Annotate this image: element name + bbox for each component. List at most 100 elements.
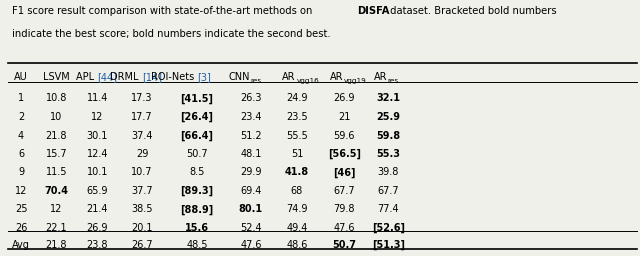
Text: [44]: [44]: [97, 72, 117, 82]
Text: 21.8: 21.8: [45, 240, 67, 250]
Text: 39.8: 39.8: [378, 167, 399, 177]
Text: 37.7: 37.7: [131, 186, 153, 196]
Text: 2: 2: [18, 112, 24, 122]
Text: 26.3: 26.3: [240, 93, 262, 103]
Text: 69.4: 69.4: [240, 186, 262, 196]
Text: 10: 10: [50, 112, 63, 122]
Text: 77.4: 77.4: [378, 204, 399, 214]
Text: 48.1: 48.1: [240, 149, 262, 159]
Text: 29.9: 29.9: [240, 167, 262, 177]
Text: 12: 12: [50, 204, 63, 214]
Text: 24.9: 24.9: [286, 93, 308, 103]
Text: [51.3]: [51.3]: [372, 240, 405, 250]
Text: [66.4]: [66.4]: [180, 131, 214, 141]
Text: 67.7: 67.7: [333, 186, 355, 196]
Text: [88.9]: [88.9]: [180, 204, 214, 215]
Text: 50.7: 50.7: [332, 240, 356, 250]
Text: DRML: DRML: [111, 72, 142, 82]
Text: res: res: [250, 78, 261, 84]
Text: 38.5: 38.5: [131, 204, 153, 214]
Text: 41.8: 41.8: [285, 167, 309, 177]
Text: indicate the best score; bold numbers indicate the second best.: indicate the best score; bold numbers in…: [12, 29, 330, 39]
Text: AU: AU: [14, 72, 28, 82]
Text: 10.7: 10.7: [131, 167, 153, 177]
Text: Avg: Avg: [12, 240, 30, 250]
Text: 55.5: 55.5: [286, 131, 308, 141]
Text: 70.4: 70.4: [44, 186, 68, 196]
Text: 26: 26: [15, 223, 28, 233]
Text: 11.4: 11.4: [86, 93, 108, 103]
Text: 10.8: 10.8: [45, 93, 67, 103]
Text: 59.8: 59.8: [376, 131, 401, 141]
Text: 51: 51: [291, 149, 303, 159]
Text: 15.6: 15.6: [185, 223, 209, 233]
Text: 80.1: 80.1: [239, 204, 263, 214]
Text: 1: 1: [18, 93, 24, 103]
Text: 29: 29: [136, 149, 148, 159]
Text: AR: AR: [374, 72, 387, 82]
Text: 21.8: 21.8: [45, 131, 67, 141]
Text: vgg19: vgg19: [344, 78, 367, 84]
Text: F1 score result comparison with state-of-the-art methods on: F1 score result comparison with state-of…: [12, 6, 315, 16]
Text: 23.5: 23.5: [286, 112, 308, 122]
Text: 12.4: 12.4: [86, 149, 108, 159]
Text: 25.9: 25.9: [376, 112, 401, 122]
Text: 47.6: 47.6: [333, 223, 355, 233]
Text: 15.7: 15.7: [45, 149, 67, 159]
Text: dataset. Bracketed bold numbers: dataset. Bracketed bold numbers: [387, 6, 556, 16]
Text: [14]: [14]: [142, 72, 162, 82]
Text: 17.3: 17.3: [131, 93, 153, 103]
Text: AR: AR: [330, 72, 343, 82]
Text: [56.5]: [56.5]: [328, 149, 361, 159]
Text: ROI-Nets: ROI-Nets: [151, 72, 197, 82]
Text: 9: 9: [18, 167, 24, 177]
Text: 30.1: 30.1: [86, 131, 108, 141]
Text: 37.4: 37.4: [131, 131, 153, 141]
Text: DISFA: DISFA: [357, 6, 390, 16]
Text: 65.9: 65.9: [86, 186, 108, 196]
Text: 55.3: 55.3: [376, 149, 401, 159]
Text: [89.3]: [89.3]: [180, 186, 214, 196]
Text: [52.6]: [52.6]: [372, 223, 405, 233]
Text: 74.9: 74.9: [286, 204, 308, 214]
Text: 12: 12: [15, 186, 28, 196]
Text: LSVM: LSVM: [43, 72, 70, 82]
Text: 59.6: 59.6: [333, 131, 355, 141]
Text: 25: 25: [15, 204, 28, 214]
Text: 48.6: 48.6: [286, 240, 308, 250]
Text: 32.1: 32.1: [376, 93, 401, 103]
Text: 11.5: 11.5: [45, 167, 67, 177]
Text: AR: AR: [282, 72, 296, 82]
Text: 21.4: 21.4: [86, 204, 108, 214]
Text: 10.1: 10.1: [86, 167, 108, 177]
Text: 79.8: 79.8: [333, 204, 355, 214]
Text: 68: 68: [291, 186, 303, 196]
Text: 12: 12: [91, 112, 104, 122]
Text: 22.1: 22.1: [45, 223, 67, 233]
Text: 23.4: 23.4: [240, 112, 262, 122]
Text: APL: APL: [76, 72, 97, 82]
Text: vgg16: vgg16: [296, 78, 319, 84]
Text: 26.9: 26.9: [86, 223, 108, 233]
Text: [41.5]: [41.5]: [180, 93, 214, 104]
Text: CNN: CNN: [228, 72, 250, 82]
Text: 67.7: 67.7: [378, 186, 399, 196]
Text: 8.5: 8.5: [189, 167, 205, 177]
Text: 52.4: 52.4: [240, 223, 262, 233]
Text: 20.1: 20.1: [131, 223, 153, 233]
Text: 23.8: 23.8: [86, 240, 108, 250]
Text: 26.7: 26.7: [131, 240, 153, 250]
Text: [26.4]: [26.4]: [180, 112, 214, 122]
Text: 4: 4: [18, 131, 24, 141]
Text: 6: 6: [18, 149, 24, 159]
Text: 17.7: 17.7: [131, 112, 153, 122]
Text: [46]: [46]: [333, 167, 356, 178]
Text: 26.9: 26.9: [333, 93, 355, 103]
Text: 50.7: 50.7: [186, 149, 208, 159]
Text: 51.2: 51.2: [240, 131, 262, 141]
Text: 21: 21: [338, 112, 351, 122]
Text: res: res: [388, 78, 399, 84]
Text: 49.4: 49.4: [286, 223, 308, 233]
Text: 47.6: 47.6: [240, 240, 262, 250]
Text: 48.5: 48.5: [186, 240, 208, 250]
